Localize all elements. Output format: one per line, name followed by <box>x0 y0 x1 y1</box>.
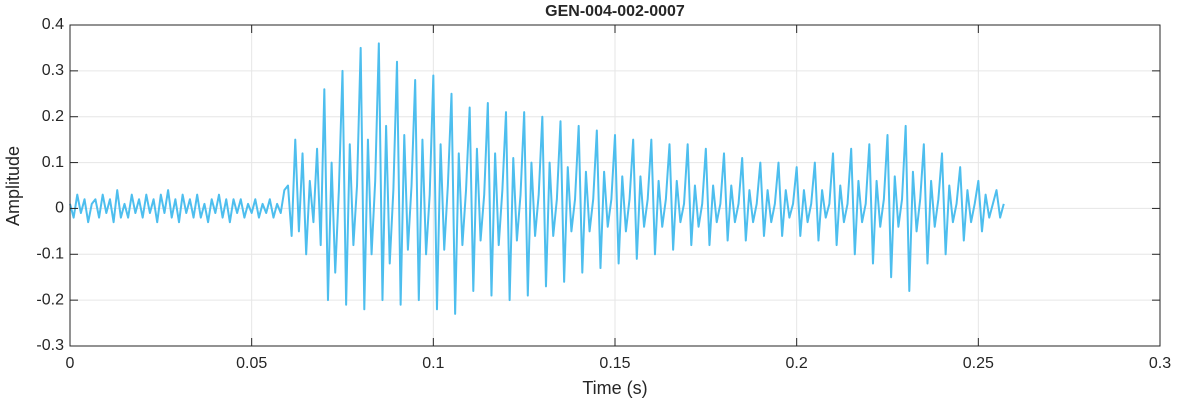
y-tick-label: 0.4 <box>42 16 64 33</box>
y-tick-label: 0.2 <box>42 108 64 125</box>
x-tick-label: 0.3 <box>1149 355 1171 372</box>
x-tick-label: 0.2 <box>786 355 808 372</box>
x-axis-label: Time (s) <box>582 378 647 398</box>
y-tick-label: 0.3 <box>42 62 64 79</box>
chart-title: GEN-004-002-0007 <box>545 3 685 20</box>
y-tick-label: -0.2 <box>36 291 64 308</box>
y-axis-label: Amplitude <box>3 146 23 226</box>
x-tick-label: 0.05 <box>236 355 267 372</box>
y-tick-label: -0.1 <box>36 246 64 263</box>
plot-area <box>69 42 1005 315</box>
x-tick-label: 0.25 <box>963 355 994 372</box>
y-tick-label: -0.3 <box>36 337 64 354</box>
y-tick-label: 0 <box>55 200 64 217</box>
x-tick-label: 0.1 <box>422 355 444 372</box>
y-tick-label: 0.1 <box>42 154 64 171</box>
waveform-line <box>69 42 1005 315</box>
x-tick-label: 0 <box>66 355 75 372</box>
x-tick-label: 0.15 <box>599 355 630 372</box>
